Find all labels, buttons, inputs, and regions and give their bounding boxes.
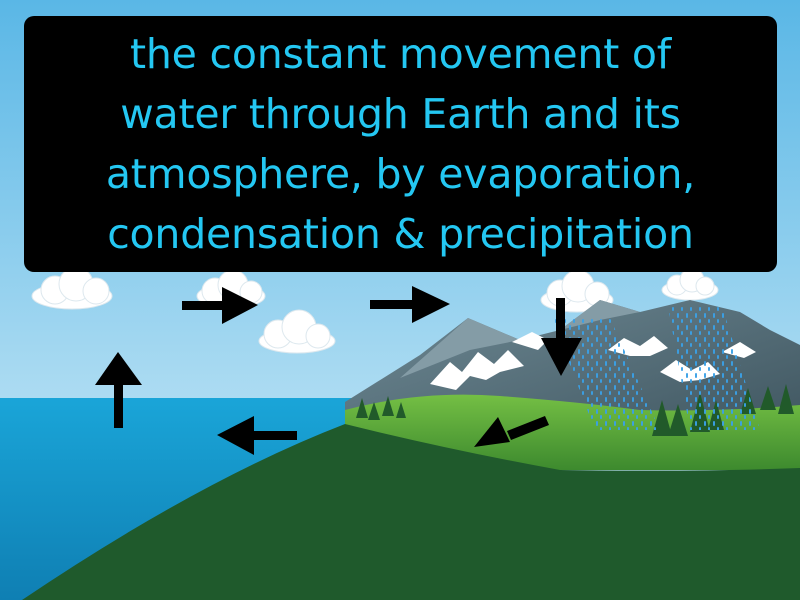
cloud-icon xyxy=(31,266,113,310)
rain-icon xyxy=(552,306,760,430)
arrow-left-icon xyxy=(217,416,297,455)
cloud-icon xyxy=(661,267,719,301)
definition-line: condensation & precipitation xyxy=(107,210,694,258)
arrow-up-icon xyxy=(95,352,142,428)
land xyxy=(0,424,800,600)
definition-line: the constant movement of xyxy=(129,30,672,78)
arrow-right-icon xyxy=(370,286,450,323)
definition-line: atmosphere, by evaporation, xyxy=(105,150,696,198)
cloud-icon xyxy=(258,309,336,354)
definition-line: water through Earth and its xyxy=(120,90,681,138)
arrow-down-left-icon xyxy=(474,416,549,447)
arrow-down-icon xyxy=(541,298,582,376)
arrow-right-icon xyxy=(182,287,258,324)
definition-box: the constant movement of water through E… xyxy=(24,16,777,272)
